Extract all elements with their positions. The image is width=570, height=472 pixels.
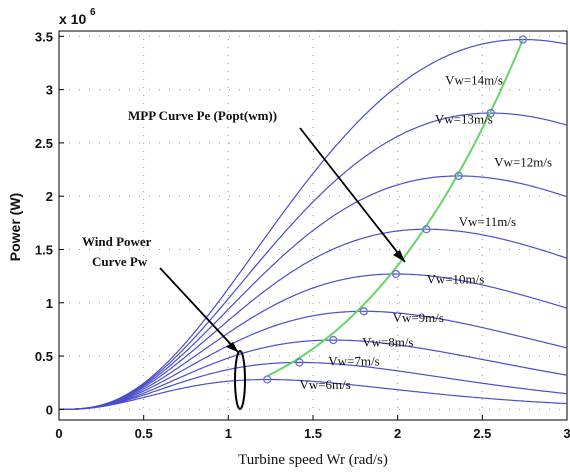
curve-label: Vw=14m/s [445, 72, 503, 87]
mpp-annotation-arrow [299, 127, 406, 263]
x-tick-label: 2 [394, 426, 401, 441]
y-tick-label: 1.5 [35, 242, 53, 257]
x-tick-label: 3 [563, 426, 570, 441]
y-tick-label: 1 [46, 296, 53, 311]
x-axis-label: Turbine speed Wr (rad/s) [238, 452, 388, 468]
y-tick-label: 0 [46, 402, 53, 417]
y-tick-label: 3 [46, 83, 53, 98]
x-tick-label: 2.5 [473, 426, 491, 441]
mpp-curve [266, 39, 524, 377]
wind-power-curve [59, 361, 568, 410]
y-tick-label: 3.5 [35, 29, 53, 44]
x-tick-label: 0 [55, 426, 62, 441]
mpp-curve-group [263, 35, 528, 384]
curve-label: Vw=12m/s [494, 154, 552, 169]
curve-label: Vw=10m/s [426, 272, 484, 287]
wind-power-curve [59, 339, 568, 410]
curve-label: Vw=6m/s [299, 377, 350, 392]
curve-label: Vw=9m/s [393, 310, 444, 325]
curve-label: Vw=7m/s [328, 354, 379, 369]
wind-curves [59, 38, 568, 410]
wind-power-curve [59, 38, 568, 410]
curve-label: Vw=11m/s [459, 214, 516, 229]
wind-power-curve [59, 175, 568, 410]
wind-power-curve [59, 112, 568, 410]
x-tick-label: 0.5 [135, 426, 153, 441]
mpp-point [391, 269, 401, 279]
mpp-point [263, 375, 272, 384]
mpp-annotation-arrowhead [393, 250, 405, 262]
axis-ticks: 0 0.5 1 1.5 2 2.5 3 0 0.5 1 1.5 2 2.5 3 3.5 [35, 29, 570, 441]
curve-label: Vw=13m/s [435, 112, 493, 127]
wind-annotation-line2: Curve Pw [92, 254, 148, 269]
y-axis-label: Power (W) [7, 193, 23, 261]
curve-label: Vw=8m/s [362, 334, 413, 349]
wind-annotation-arrowhead [226, 342, 238, 352]
y-tick-label: 2.5 [35, 136, 53, 151]
y-multiplier-label: x 10 [59, 11, 86, 27]
wind-annotation-line1: Wind Power [82, 234, 152, 249]
mpp-point [295, 358, 304, 367]
wind-annotation-arrow [159, 267, 239, 353]
x-tick-label: 1 [225, 426, 232, 441]
mpp-point [359, 307, 368, 316]
mpp-annotation: MPP Curve Pe (Popt(wm)) [128, 108, 277, 123]
y-multiplier-exponent: 6 [90, 7, 96, 18]
y-tick-label: 2 [46, 189, 53, 204]
grid [59, 31, 567, 420]
mpp-point [422, 225, 431, 234]
wind-power-curve [59, 228, 568, 410]
wind-power-curve [59, 273, 568, 410]
x-tick-label: 1.5 [304, 426, 322, 441]
mpp-point [329, 335, 338, 345]
wind-power-curve [59, 378, 568, 410]
wind-power-curve [59, 310, 568, 410]
curve-labels: Vw=6m/s Vw=7m/s Vw=8m/s Vw=9m/s Vw=10m/s Vw=1… [299, 72, 552, 392]
mpp-point [454, 171, 463, 181]
mpp-point [486, 108, 495, 118]
mpp-point [518, 35, 528, 44]
y-tick-label: 0.5 [35, 349, 53, 364]
wind-curve-ellipse [234, 350, 246, 410]
